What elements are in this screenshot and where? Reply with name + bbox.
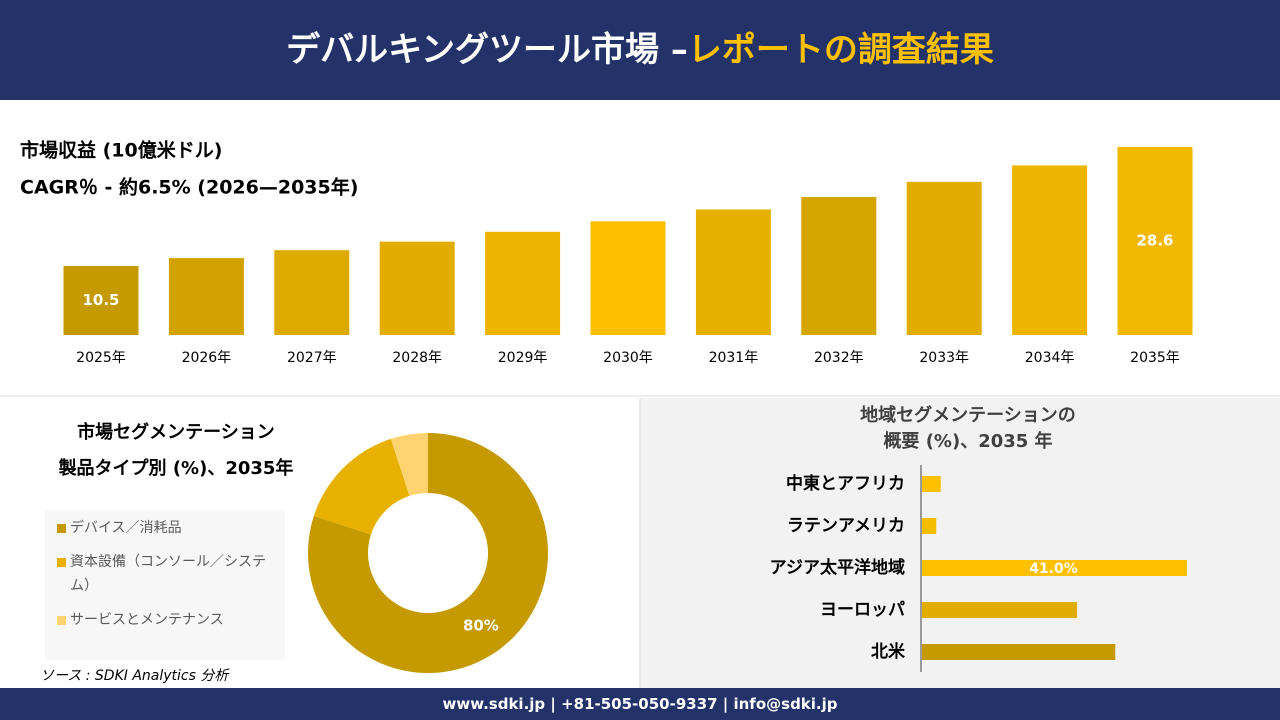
legend-item: デバイス／消耗品 — [45, 516, 285, 540]
bar — [922, 644, 1116, 660]
footer: www.sdki.jp | +81-505-050-9337 | info@sd… — [442, 695, 838, 713]
chart-title: 市場収益 (10億米ドル) — [20, 139, 222, 162]
legend-item: 資本設備（コンソール／システム） — [45, 550, 285, 598]
legend-swatch — [57, 616, 66, 625]
bar — [379, 241, 455, 335]
bar — [274, 250, 350, 335]
x-tick-label: 2028年 — [392, 350, 442, 366]
title-main: デバルキングツール市場 – — [286, 30, 688, 70]
footer-bg — [0, 688, 1280, 720]
x-tick-label: 2032年 — [814, 350, 864, 366]
data-label: 28.6 — [1136, 232, 1173, 250]
bar — [1012, 165, 1088, 335]
bar — [485, 231, 561, 335]
chart-title: 地域セグメンテーションの概要 (%)、2035 年 — [860, 404, 1076, 452]
bar — [801, 196, 877, 335]
bar — [63, 265, 139, 335]
header-title: デバルキングツール市場 –レポートの調査結果 — [0, 0, 1280, 100]
panel-bg — [640, 398, 1280, 688]
bar — [906, 181, 982, 335]
x-tick-label: 2025年 — [76, 350, 126, 366]
bar — [922, 560, 1187, 576]
bar — [168, 258, 244, 335]
x-tick-label: 2031年 — [709, 350, 759, 366]
y-tick-label: ヨーロッパ — [820, 600, 905, 620]
data-label: 10.5 — [82, 291, 119, 309]
x-tick-label: 2026年 — [182, 350, 232, 366]
y-tick-label: アジア太平洋地域 — [770, 557, 905, 578]
legend-label: デバイス／消耗品 — [70, 520, 182, 536]
donut-segment — [313, 438, 410, 535]
x-tick-label: 2033年 — [919, 350, 969, 366]
legend-label: 資本設備（コンソール／システム） — [70, 554, 266, 594]
legend-label: サービスとメンテナンス — [70, 612, 224, 628]
bar — [922, 518, 937, 534]
legend-swatch — [57, 524, 66, 533]
y-tick-label: 北米 — [871, 641, 906, 662]
x-tick-label: 2035年 — [1130, 350, 1180, 366]
legend-swatch — [57, 558, 66, 567]
donut-segment — [390, 433, 428, 496]
chart-title: 市場セグメンテーション — [77, 421, 275, 443]
title-highlight: レポートの調査結果 — [687, 30, 994, 70]
chart-subtitle: CAGR％ - 約6.5% (2026—2035年) — [20, 176, 358, 199]
data-label: 80% — [463, 616, 499, 634]
chart-subtitle: 製品タイプ別 (%)、2035年 — [58, 457, 294, 479]
bar — [1117, 147, 1193, 335]
x-tick-label: 2030年 — [603, 350, 653, 366]
legend-item: サービスとメンテナンス — [45, 608, 285, 632]
data-label: 41.0% — [1029, 561, 1078, 577]
donut-segment — [308, 433, 549, 674]
bar — [922, 476, 941, 492]
source: ソース : SDKI Analytics 分析 — [40, 668, 229, 684]
header-bg — [0, 0, 1280, 100]
bar — [590, 221, 666, 335]
legend: デバイス／消耗品資本設備（コンソール／システム） サービスとメンテナンス — [45, 510, 285, 660]
y-tick-label: 中東とアフリカ — [786, 473, 905, 494]
bar — [695, 209, 771, 335]
x-tick-label: 2034年 — [1025, 350, 1075, 366]
y-tick-label: ラテンアメリカ — [787, 516, 905, 536]
bar — [922, 602, 1078, 618]
x-tick-label: 2027年 — [287, 350, 337, 366]
x-tick-label: 2029年 — [498, 350, 548, 366]
